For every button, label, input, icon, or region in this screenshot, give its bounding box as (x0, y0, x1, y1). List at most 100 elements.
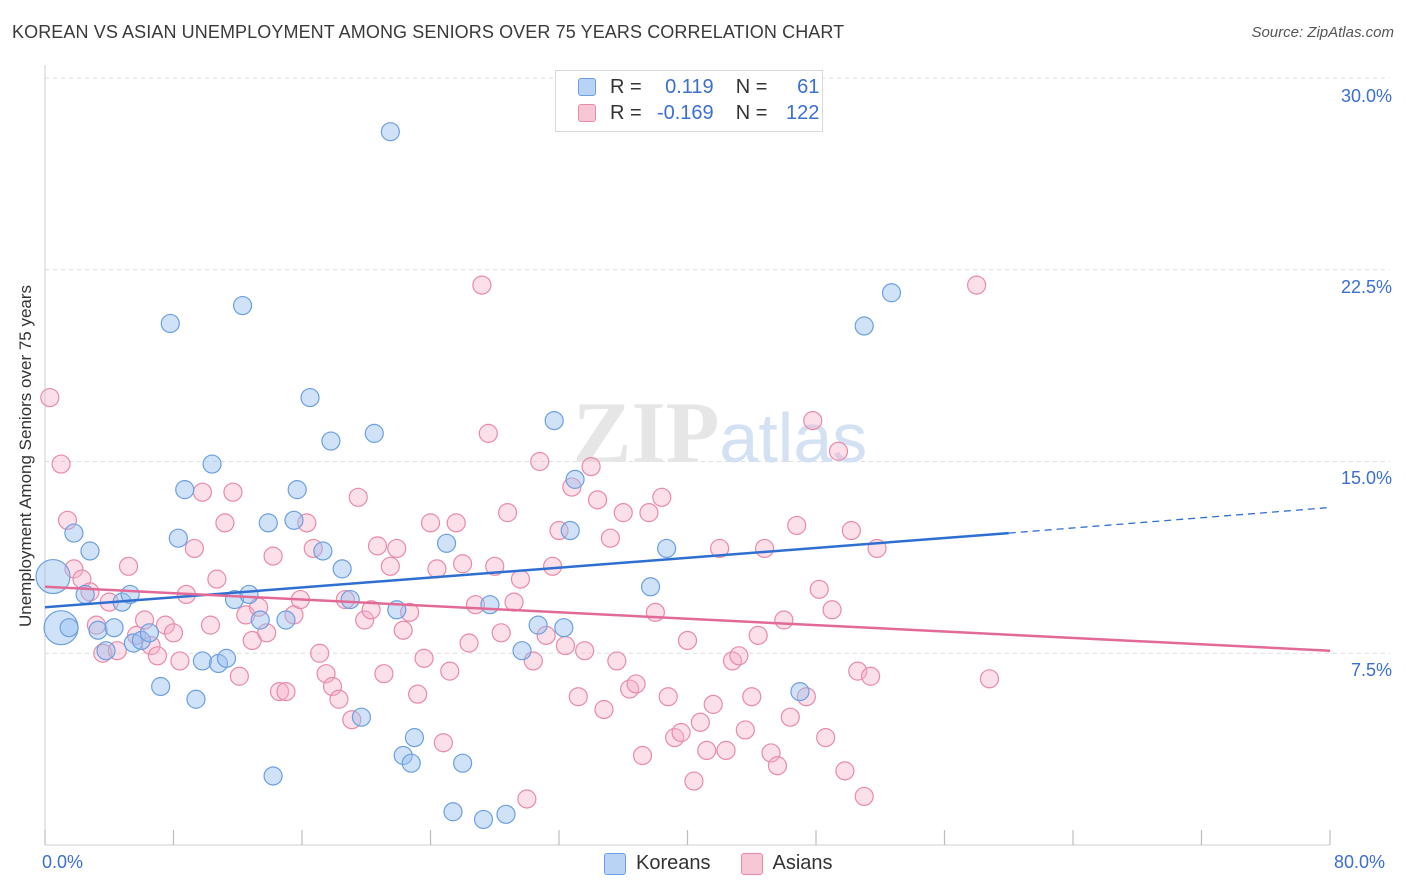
asians-point (722, 651, 743, 671)
asians-point (329, 689, 349, 709)
asians-point (414, 648, 434, 668)
asians-point (703, 694, 723, 714)
koreans-point (287, 480, 307, 500)
asians-point (671, 722, 691, 743)
koreans-trend-extension (1008, 506, 1331, 534)
koreans-point (202, 454, 222, 474)
legend-row-koreans: R = 0.119 N = 61 (578, 75, 819, 99)
source-label: Source: ZipAtlas.com (1251, 24, 1394, 41)
koreans-point (790, 681, 810, 702)
asians-point (607, 651, 627, 671)
koreans-point (131, 630, 151, 651)
koreans-point (300, 387, 320, 408)
asians-point (472, 275, 492, 295)
legend-row-asians: R = -0.169 N = 122 (578, 101, 819, 125)
asians-point (155, 615, 176, 635)
legend-item-koreans[interactable]: Koreans (604, 852, 711, 875)
chart-title: KOREAN VS ASIAN UNEMPLOYMENT AMONG SENIO… (12, 22, 845, 42)
n-label: N = (735, 101, 768, 124)
koreans-point (104, 618, 124, 638)
koreans-point (239, 584, 259, 605)
correlation-legend: R = 0.119 N = 61 R = -0.169 N = 122 (555, 70, 823, 132)
koreans-point (512, 641, 532, 661)
asians-point (861, 666, 881, 686)
asians-point (626, 674, 646, 694)
koreans-point (168, 528, 188, 548)
koreans-point (192, 651, 213, 671)
koreans-point (554, 618, 574, 638)
y-tick-15: 15.0% (1340, 468, 1392, 488)
koreans-point (35, 558, 71, 595)
asians-point (822, 600, 842, 620)
asians-point (697, 740, 717, 761)
legend-item-asians[interactable]: Asians (740, 852, 833, 875)
koreans-point (436, 533, 457, 553)
asians-point (355, 610, 375, 630)
asians-point (729, 646, 749, 666)
asians-point (767, 756, 788, 776)
asians-point (594, 699, 614, 720)
asians-point (542, 556, 563, 576)
asians-point (134, 610, 155, 630)
asians-point (562, 477, 582, 497)
asians-point (854, 786, 874, 807)
asians-point (587, 490, 608, 510)
koreans-point (364, 423, 384, 443)
x-tick-80: 80.0% (1334, 852, 1386, 872)
asians-point (748, 625, 768, 645)
asians-point (215, 513, 235, 533)
asians-point (335, 589, 355, 610)
asians-point (504, 592, 524, 612)
r-value: -0.169 (656, 101, 714, 124)
asians-point (269, 681, 290, 702)
koreans-point (473, 809, 494, 830)
asians-point (684, 771, 704, 791)
asians-point (575, 641, 595, 661)
koreans-point (276, 610, 296, 630)
asians-point (555, 635, 576, 656)
asians-point (841, 520, 861, 541)
asians-point (348, 487, 368, 507)
koreans-point (657, 538, 677, 559)
asians-point (192, 482, 213, 502)
koreans-point (175, 480, 195, 500)
asians-point (223, 482, 243, 502)
asians-point (393, 620, 413, 640)
koreans-point (216, 648, 237, 668)
koreans-point (640, 577, 661, 597)
koreans-point (332, 559, 352, 579)
r-label: R = (610, 101, 642, 124)
axes (44, 65, 1331, 846)
n-label: N = (735, 75, 768, 98)
koreans-point (96, 641, 116, 661)
asians-point (263, 546, 283, 566)
asians-point (427, 559, 447, 579)
koreans-point (139, 623, 160, 643)
asians-point (163, 623, 184, 643)
watermark-atlas: atlas (719, 399, 867, 477)
asians-point (690, 712, 710, 732)
asians-point (581, 457, 601, 477)
y-axis-label: Unemployment Among Seniors over 75 years (16, 284, 35, 628)
koreans-point (380, 122, 400, 142)
koreans-point (351, 707, 372, 727)
asians-point (796, 687, 816, 707)
asians-point (380, 556, 400, 576)
koreans-point (263, 766, 283, 786)
koreans-label: Koreans (636, 852, 711, 874)
asians-point (51, 454, 71, 474)
asians-point (536, 625, 556, 645)
koreans-point (560, 520, 580, 541)
koreans-point (340, 589, 360, 610)
koreans-point (496, 804, 516, 824)
asians-point (979, 669, 1000, 689)
asians-point (787, 515, 807, 536)
koreans-point (404, 728, 425, 748)
koreans-point (80, 541, 100, 561)
koreans-point (88, 620, 108, 640)
asians-point (446, 513, 466, 533)
koreans-point (284, 510, 304, 530)
asians-point (568, 687, 588, 707)
koreans-point (393, 745, 413, 766)
asians-point (716, 740, 736, 761)
